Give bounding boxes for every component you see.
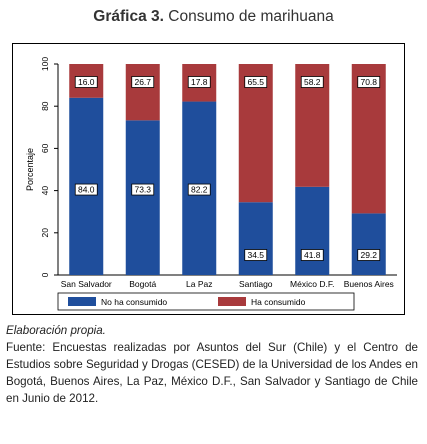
data-label-box [74,183,98,196]
data-label: 84.0 [78,185,95,195]
bar [351,64,386,214]
data-label: 65.5 [247,77,264,87]
data-label-box [357,76,381,88]
source-text: Fuente: Encuestas realizadas por Asuntos… [6,341,418,405]
data-label: 70.8 [360,77,377,87]
data-label-box [244,76,268,88]
x-tick-label: Buenos Aires [344,279,394,289]
x-tick-label: San Salvador [61,279,112,289]
data-label-box [74,76,98,88]
figure-number: Gráfica 3. [93,8,164,25]
data-label: 16.0 [78,77,95,87]
x-tick-label: La Paz [186,279,212,289]
data-label: 82.2 [191,185,208,195]
data-label-box [187,76,211,88]
x-tick-label: México D.F. [290,279,334,289]
bar [351,213,386,275]
x-tick-label: Santiago [239,279,273,289]
y-tick-label: 40 [40,186,50,196]
data-label: 34.5 [247,250,264,260]
data-label-box [357,249,381,261]
legend-box [57,292,355,311]
source-label: Elaboración propia. [6,324,106,337]
legend-label: No ha consumido [101,297,167,307]
data-label-box [131,76,155,88]
data-label-box [187,183,211,196]
bar [238,202,273,275]
figure-title-text: Consumo de marihuana [168,8,334,25]
figure-notes: Elaboración propia. Fuente: Encuestas re… [6,322,418,407]
chart-title: Gráfica 3. Consumo de marihuana [0,8,427,26]
y-tick-label: 100 [40,57,50,71]
data-label: 41.8 [304,250,321,260]
stacked-bar-chart: 0 20 40 60 80 100 Porcentaje 84.0 16.0 San Salvad… [25,57,397,311]
bar [295,186,330,275]
data-label-box [131,183,155,196]
y-tick-label: 20 [40,228,50,238]
data-label-box [300,249,324,261]
y-tick-label: 60 [40,143,50,153]
data-label: 29.2 [360,250,377,260]
data-label: 17.8 [191,77,208,87]
legend-label: Ha consumido [251,297,306,307]
data-label: 73.3 [134,185,151,195]
chart-frame: 0 20 40 60 80 100 Porcentaje 84.0 16.0 San Salvad… [12,43,405,315]
legend-swatch [68,297,96,306]
y-tick-label: 0 [40,272,50,277]
y-tick-label: 80 [40,101,50,111]
data-label-box [300,76,324,88]
legend-swatch [218,297,246,306]
y-axis-label: Porcentaje [25,148,35,191]
data-label: 26.7 [134,77,151,87]
bar [125,64,160,121]
data-label: 58.2 [304,77,321,87]
bar [125,120,160,275]
data-label-box [244,249,268,261]
x-tick-label: Bogotá [129,279,156,289]
